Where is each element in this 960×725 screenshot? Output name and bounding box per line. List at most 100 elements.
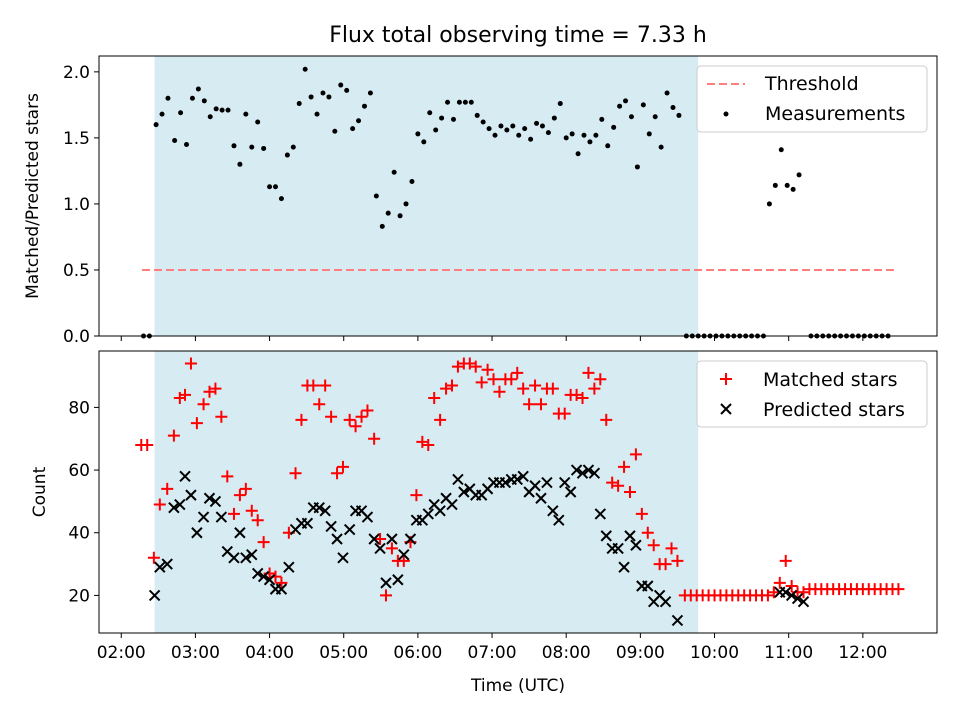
measurement-point [427,110,433,116]
matched-star-marker [141,439,154,451]
predicted-star-marker [301,517,314,530]
measurement-point [456,99,462,105]
predicted-star-marker [380,577,392,589]
measurement-point [640,102,646,108]
matched-star-marker [511,366,524,379]
measurement-point [172,138,178,144]
top-ytick-label: 1.5 [63,129,90,149]
predicted-star-marker [642,580,654,592]
measurement-point [201,98,207,104]
predicted-star-marker [671,614,684,627]
matched-star-marker [428,392,441,404]
predicted-star-marker [275,583,288,595]
bottom-ytick-label: 80 [68,398,90,418]
matched-star-marker [505,373,518,386]
measurement-point [593,132,599,138]
matched-star-marker [319,379,332,392]
measurement-point [213,106,219,112]
measurement-point [623,98,629,104]
predicted-star-marker [422,508,434,520]
measurement-point [766,201,772,207]
matched-star-marker [147,551,160,564]
bottom-legend-box [696,360,928,428]
matched-star-marker [197,398,210,411]
bottom-legend-predicted-label: Predicted stars [763,399,905,421]
predicted-star-marker [203,492,216,504]
predicted-star-marker [564,486,577,498]
predicted-star-marker [325,520,337,533]
matched-star-marker [410,489,423,502]
measurement-point [249,144,255,150]
matched-star-marker [641,526,654,539]
bottom-legend-matched-swatch [720,373,732,385]
bottom-xtick-label: 11:00 [764,643,813,663]
matched-star-marker [379,589,392,602]
predicted-star-marker [251,567,264,580]
predicted-star-marker [313,501,325,514]
top-ylabel: Matched/Predicted stars [23,93,43,299]
bottom-xtick-label: 03:00 [171,643,220,663]
matched-star-marker [397,554,410,567]
predicted-star-marker [263,574,276,586]
measurement-point [361,103,367,109]
matched-star-marker [434,413,447,426]
measurement-point [153,122,159,128]
bottom-axes-frame [98,350,938,634]
matched-star-marker [493,385,506,398]
predicted-star-marker [161,558,173,570]
measurement-point [356,118,362,124]
measurement-point [231,143,237,149]
top-legend-threshold-label: Threshold [764,73,859,95]
measurement-point [243,111,249,117]
bottom-xtick-label: 10:00 [690,643,739,663]
matched-star-marker [368,432,381,445]
measurement-point [344,87,350,93]
matched-star-marker [275,576,288,589]
bottom-xtick-label: 06:00 [393,643,442,663]
matched-star-marker [671,554,684,567]
top-legend-measurement-swatch [723,111,729,117]
predicted-star-marker [612,542,624,555]
measurement-point [332,128,338,134]
predicted-star-marker [361,511,374,523]
matched-star-marker [153,498,166,511]
measurement-point [551,115,557,121]
measurement-point [628,114,634,120]
bottom-legend-predicted-swatch [720,403,732,415]
measurement-point [498,123,504,129]
matched-star-marker [487,373,500,386]
measurement-point [784,182,790,188]
top-legend: Threshold Measurements [696,65,928,133]
predicted-star-marker [404,533,417,545]
matched-star-marker [190,417,203,430]
predicted-star-marker [215,511,228,523]
measurement-point [516,132,522,138]
measurement-point [462,99,468,105]
measurement-point [474,112,480,118]
matched-star-marker [445,379,458,392]
matched-star-marker [767,586,780,599]
matched-star-marker [233,489,246,502]
matched-star-marker [251,514,264,527]
matched-star-marker [289,467,302,480]
predicted-star-marker [148,589,161,602]
matched-star-marker [475,376,488,389]
matched-star-marker [179,388,192,401]
predicted-star-marker [197,511,210,523]
predicted-star-marker [517,470,529,483]
predicted-star-marker [559,476,571,489]
matched-star-marker [331,467,344,480]
top-ytick-label: 0.0 [63,327,90,347]
predicted-star-marker [618,561,630,573]
matched-star-marker [355,410,368,423]
predicted-star-marker [582,464,595,476]
predicted-star-marker [234,527,246,539]
predicted-star-marker [600,530,612,542]
measurement-point [255,119,261,125]
predicted-star-marker [374,542,386,555]
bottom-xlabel: Time (UTC) [470,676,565,696]
matched-star-marker [481,363,494,376]
matched-star-marker [623,486,636,498]
predicted-star-marker [541,476,553,489]
predicted-star-marker [785,589,798,602]
